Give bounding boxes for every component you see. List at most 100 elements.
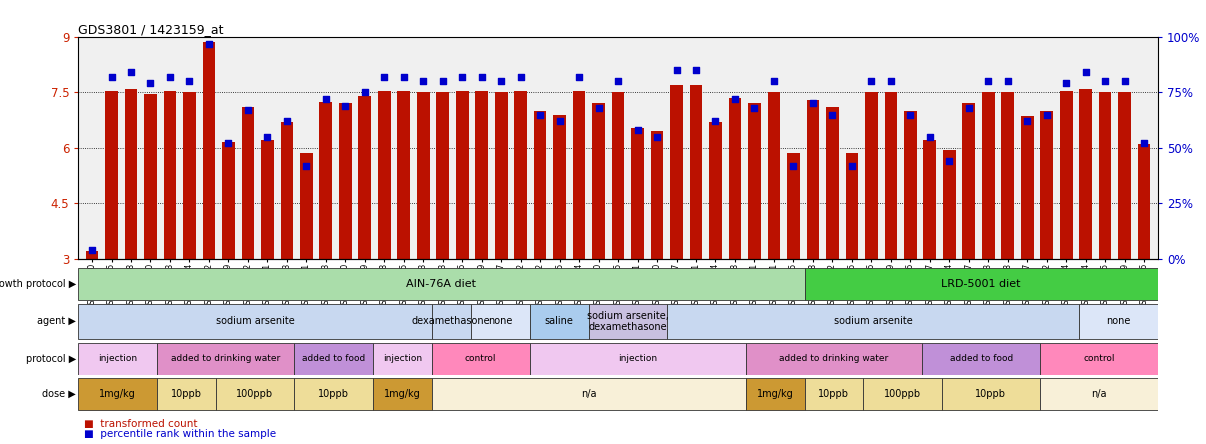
Bar <box>924 140 936 259</box>
Bar <box>807 100 819 259</box>
Text: saline: saline <box>545 317 574 326</box>
Bar <box>300 154 312 259</box>
Point <box>628 127 648 134</box>
Point <box>141 80 160 87</box>
Point <box>667 67 686 74</box>
Text: injection: injection <box>619 354 657 363</box>
Point <box>901 111 920 118</box>
Bar <box>690 85 702 259</box>
Bar <box>788 154 800 259</box>
Bar <box>377 91 391 259</box>
Bar <box>671 85 683 259</box>
Bar <box>745 343 923 375</box>
Bar <box>611 92 625 259</box>
Bar <box>1021 116 1034 259</box>
Text: 10ppb: 10ppb <box>318 389 349 399</box>
Bar <box>745 378 804 410</box>
Point <box>277 118 297 125</box>
Text: control: control <box>466 354 497 363</box>
Bar <box>982 92 995 259</box>
Bar <box>183 92 195 259</box>
Text: ■  percentile rank within the sample: ■ percentile rank within the sample <box>84 429 276 439</box>
Text: sodium arsenite,
dexamethasone: sodium arsenite, dexamethasone <box>587 311 669 332</box>
Text: control: control <box>1083 354 1114 363</box>
Bar <box>514 91 527 259</box>
Bar <box>863 378 942 410</box>
Point <box>608 78 627 85</box>
Text: added to drinking water: added to drinking water <box>171 354 280 363</box>
Bar <box>373 378 432 410</box>
Bar <box>78 378 157 410</box>
Bar <box>105 91 118 259</box>
Bar <box>923 343 1040 375</box>
Bar <box>1060 91 1072 259</box>
Bar <box>1079 89 1091 259</box>
Bar <box>145 94 157 259</box>
Bar <box>767 92 780 259</box>
Bar <box>529 343 745 375</box>
Bar <box>358 96 371 259</box>
Point <box>745 104 765 111</box>
Bar <box>241 107 254 259</box>
Point <box>803 100 822 107</box>
Bar <box>1079 304 1158 339</box>
Text: n/a: n/a <box>1091 389 1107 399</box>
Bar <box>884 92 897 259</box>
Point <box>550 118 569 125</box>
Point <box>784 162 803 169</box>
Bar <box>1001 92 1014 259</box>
Point <box>414 78 433 85</box>
Point <box>452 73 472 80</box>
Point <box>335 102 355 109</box>
Text: ■  transformed count: ■ transformed count <box>84 419 198 429</box>
Point <box>511 73 531 80</box>
Point <box>375 73 394 80</box>
Bar <box>432 378 745 410</box>
Bar <box>804 378 863 410</box>
Point <box>882 78 901 85</box>
Text: none: none <box>1106 317 1131 326</box>
Bar <box>157 343 294 375</box>
Bar <box>124 89 137 259</box>
Bar <box>157 378 216 410</box>
Text: sodium arsenite: sodium arsenite <box>216 317 294 326</box>
Point <box>920 133 939 140</box>
Text: 1mg/kg: 1mg/kg <box>384 389 421 399</box>
Text: n/a: n/a <box>581 389 597 399</box>
Point <box>765 78 784 85</box>
Bar <box>651 131 663 259</box>
Bar <box>456 91 469 259</box>
Bar <box>942 378 1040 410</box>
Bar <box>294 343 373 375</box>
Point <box>939 158 959 165</box>
Text: agent ▶: agent ▶ <box>37 317 76 326</box>
Bar <box>748 103 761 259</box>
Text: GDS3801 / 1423159_at: GDS3801 / 1423159_at <box>78 23 224 36</box>
Text: dexamethasone: dexamethasone <box>412 317 491 326</box>
Bar <box>592 103 605 259</box>
Text: LRD-5001 diet: LRD-5001 diet <box>942 279 1021 289</box>
Point <box>239 107 258 114</box>
Bar <box>86 251 99 259</box>
Point <box>101 73 121 80</box>
Point <box>589 104 608 111</box>
Point <box>862 78 882 85</box>
Point <box>531 111 550 118</box>
Point <box>160 73 180 80</box>
Bar <box>573 91 585 259</box>
Bar <box>1137 144 1151 259</box>
Text: added to drinking water: added to drinking water <box>779 354 889 363</box>
Point <box>842 162 861 169</box>
Text: 100ppb: 100ppb <box>236 389 274 399</box>
Bar <box>534 111 546 259</box>
Bar <box>294 378 373 410</box>
Point <box>472 73 491 80</box>
Point <box>316 95 335 103</box>
Point <box>978 78 997 85</box>
Point <box>822 111 842 118</box>
Bar <box>320 102 332 259</box>
Bar <box>398 91 410 259</box>
Bar <box>529 304 589 339</box>
Bar <box>475 91 488 259</box>
Text: growth protocol ▶: growth protocol ▶ <box>0 279 76 289</box>
